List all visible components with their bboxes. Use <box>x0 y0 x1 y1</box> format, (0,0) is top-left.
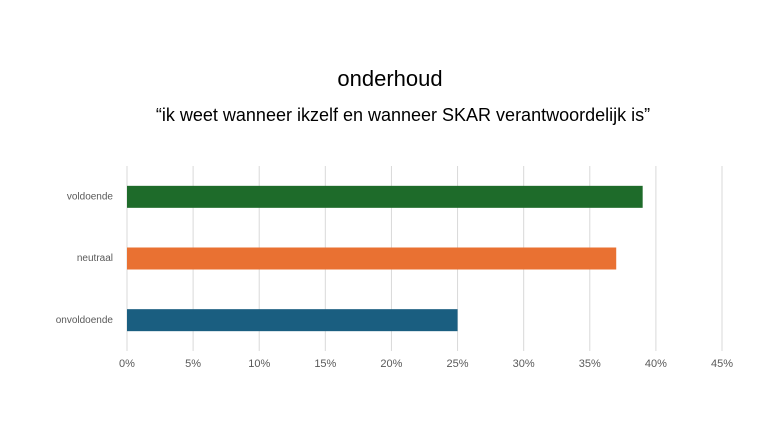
bar <box>127 309 458 332</box>
x-tick-label: 10% <box>248 358 270 370</box>
chart-subtitle: “ik weet wanneer ikzelf en wanneer SKAR … <box>156 105 650 125</box>
x-tick-label: 30% <box>513 358 535 370</box>
y-tick-label: neutraal <box>77 253 113 264</box>
x-tick-label: 45% <box>711 358 733 370</box>
y-tick-label: onvoldoende <box>56 315 114 326</box>
bar <box>127 185 643 208</box>
bar <box>127 247 617 270</box>
x-tick-label: 20% <box>380 358 402 370</box>
chart-title: onderhoud <box>337 66 442 91</box>
x-tick-label: 0% <box>119 358 135 370</box>
x-tick-label: 25% <box>447 358 469 370</box>
y-tick-label: voldoende <box>67 191 114 202</box>
x-tick-label: 40% <box>645 358 667 370</box>
x-tick-label: 35% <box>579 358 601 370</box>
x-tick-label: 5% <box>185 358 201 370</box>
x-tick-label: 15% <box>314 358 336 370</box>
